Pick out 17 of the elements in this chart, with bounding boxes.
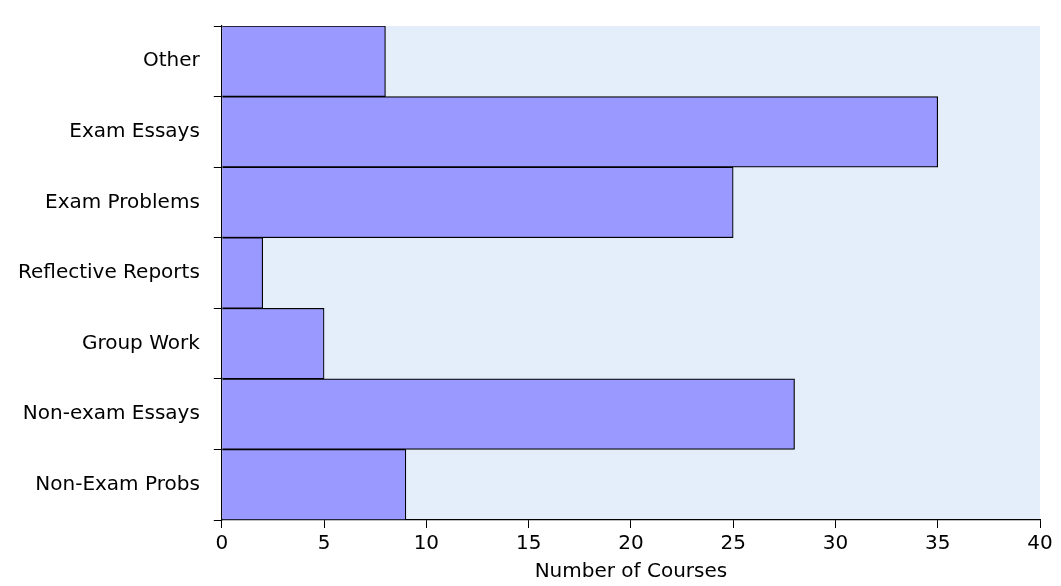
y-tick-label: Reflective Reports [17, 259, 200, 284]
y-tick-label: Exam Problems [45, 188, 200, 213]
x-tick-label: 40 [1027, 530, 1053, 555]
x-tick-label: 35 [925, 530, 951, 555]
y-tick-label: Non-Exam Probs [35, 470, 200, 495]
x-tick-label: 10 [413, 530, 440, 555]
x-tick-label: 25 [720, 530, 746, 555]
y-tick-label: Other [143, 47, 201, 72]
y-tick-label: Non-exam Essays [22, 400, 200, 425]
x-tick-label: 5 [317, 530, 331, 555]
y-tick-label: Group Work [81, 329, 201, 354]
x-tick-label: 15 [515, 530, 542, 555]
x-axis-title: Number of Courses [534, 558, 728, 583]
x-tick-label: 30 [822, 530, 849, 555]
x-tick-label: 0 [215, 530, 229, 555]
y-tick-label: Exam Essays [69, 118, 200, 143]
x-tick-label: 20 [618, 530, 644, 555]
